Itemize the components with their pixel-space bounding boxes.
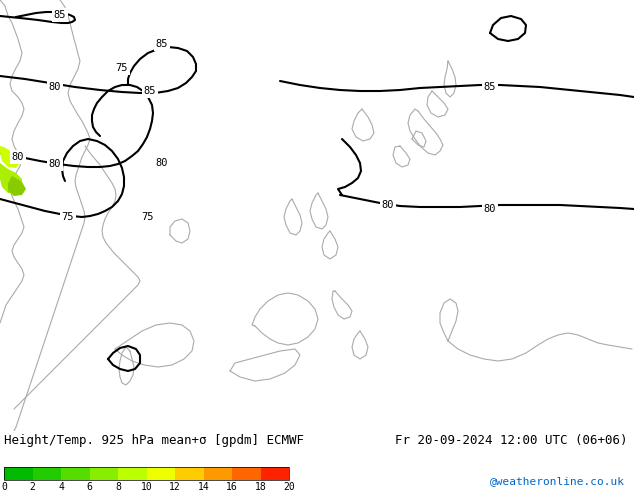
Bar bbox=[61, 467, 89, 480]
Text: 20: 20 bbox=[283, 482, 295, 490]
Text: 80: 80 bbox=[49, 159, 61, 169]
Text: 6: 6 bbox=[87, 482, 93, 490]
Polygon shape bbox=[0, 146, 20, 168]
Bar bbox=[232, 467, 261, 480]
Text: 10: 10 bbox=[141, 482, 152, 490]
Bar bbox=[175, 467, 204, 480]
Bar bbox=[146, 467, 175, 480]
Text: 85: 85 bbox=[54, 10, 66, 20]
Text: 16: 16 bbox=[226, 482, 238, 490]
Text: 85: 85 bbox=[156, 39, 168, 49]
Bar bbox=[32, 467, 61, 480]
Text: 12: 12 bbox=[169, 482, 181, 490]
Bar bbox=[204, 467, 232, 480]
Text: Fr 20-09-2024 12:00 UTC (06+06): Fr 20-09-2024 12:00 UTC (06+06) bbox=[395, 434, 628, 447]
Text: 4: 4 bbox=[58, 482, 64, 490]
Bar bbox=[261, 467, 289, 480]
Text: 8: 8 bbox=[115, 482, 121, 490]
Text: 80: 80 bbox=[484, 204, 496, 214]
Bar bbox=[4, 467, 32, 480]
Bar bbox=[89, 467, 118, 480]
Text: 85: 85 bbox=[484, 82, 496, 92]
Text: 75: 75 bbox=[116, 63, 128, 73]
Text: 80: 80 bbox=[156, 158, 168, 168]
Text: 2: 2 bbox=[30, 482, 36, 490]
Text: 80: 80 bbox=[49, 82, 61, 92]
Text: 75: 75 bbox=[61, 212, 74, 222]
Text: 0: 0 bbox=[1, 482, 7, 490]
Polygon shape bbox=[8, 176, 26, 196]
Text: 75: 75 bbox=[142, 212, 154, 222]
Text: 18: 18 bbox=[255, 482, 266, 490]
Bar bbox=[118, 467, 146, 480]
Text: 14: 14 bbox=[198, 482, 209, 490]
Bar bbox=[4, 467, 289, 480]
Text: 85: 85 bbox=[144, 86, 156, 96]
Text: 80: 80 bbox=[12, 152, 24, 162]
Text: Height/Temp. 925 hPa mean+σ [gpdm] ECMWF: Height/Temp. 925 hPa mean+σ [gpdm] ECMWF bbox=[4, 434, 304, 447]
Polygon shape bbox=[0, 163, 22, 193]
Text: 80: 80 bbox=[382, 200, 394, 210]
Text: @weatheronline.co.uk: @weatheronline.co.uk bbox=[490, 476, 625, 486]
